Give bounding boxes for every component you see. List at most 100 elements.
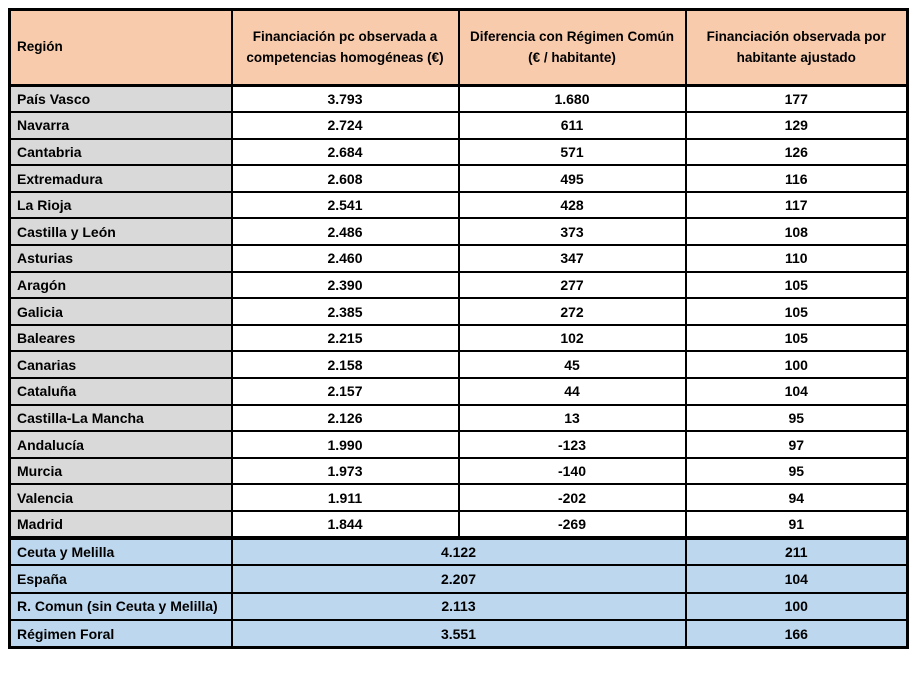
ajustado-value: 116 [684,164,909,193]
summary-label: Ceuta y Melilla [8,535,233,567]
region-label: Andalucía [8,430,233,459]
table-row: Navarra 2.724 611 129 [8,111,909,140]
diferencia-value: 13 [457,403,687,433]
financiacion-value: 2.158 [230,350,460,380]
summary-label: Régimen Foral [8,619,233,649]
summary-ajustado-value: 166 [684,619,909,649]
table-row: Valencia 1.911 -202 94 [8,483,909,512]
summary-label: R. Comun (sin Ceuta y Melilla) [8,591,233,622]
ajustado-value: 126 [684,137,909,167]
table-row: La Rioja 2.541 428 117 [8,190,909,220]
table-row: Galicia 2.385 272 105 [8,297,909,326]
region-label: La Rioja [8,190,233,220]
summary-ajustado-value: 104 [684,564,909,594]
ajustado-value: 117 [684,190,909,220]
diferencia-value: 428 [457,190,687,220]
ajustado-value: 95 [684,456,909,486]
diferencia-value: 102 [457,323,687,353]
diferencia-value: -123 [457,430,687,459]
diferencia-value: 272 [457,297,687,326]
ajustado-value: 100 [684,350,909,380]
summary-merged-value: 2.207 [230,564,687,594]
ajustado-value: 91 [684,510,909,539]
region-label: Cantabria [8,137,233,167]
table-container: Región Financiación pc observada a compe… [8,8,909,650]
diferencia-value: 277 [457,270,687,300]
ajustado-value: 129 [684,111,909,140]
table-row: Murcia 1.973 -140 95 [8,456,909,486]
ajustado-value: 104 [684,377,909,406]
ajustado-value: 105 [684,270,909,300]
summary-row: Ceuta y Melilla 4.122 211 [8,535,909,567]
region-label: Murcia [8,456,233,486]
table-row: Extremadura 2.608 495 116 [8,164,909,193]
financiacion-value: 1.911 [230,483,460,512]
header-row: Región Financiación pc observada a compe… [8,8,909,87]
region-label: Navarra [8,111,233,140]
diferencia-value: -269 [457,510,687,539]
diferencia-value: 44 [457,377,687,406]
data-table: Región Financiación pc observada a compe… [8,8,909,650]
summary-row: R. Comun (sin Ceuta y Melilla) 2.113 100 [8,591,909,622]
column-header-financiacion-ajustada: Financiación observada por habitante aju… [684,8,909,87]
diferencia-value: 611 [457,111,687,140]
summary-merged-value: 2.113 [230,591,687,622]
table-row: Canarias 2.158 45 100 [8,350,909,380]
financiacion-value: 2.215 [230,323,460,353]
summary-ajustado-value: 211 [684,535,909,567]
financiacion-value: 2.724 [230,111,460,140]
region-label: Castilla y León [8,217,233,247]
diferencia-value: 373 [457,217,687,247]
table-row: Madrid 1.844 -269 91 [8,510,909,539]
financiacion-value: 2.608 [230,164,460,193]
table-row: Cantabria 2.684 571 126 [8,137,909,167]
ajustado-value: 95 [684,403,909,433]
financiacion-value: 2.684 [230,137,460,167]
ajustado-value: 105 [684,297,909,326]
financiacion-value: 2.126 [230,403,460,433]
summary-ajustado-value: 100 [684,591,909,622]
region-label: Castilla-La Mancha [8,403,233,433]
region-label: País Vasco [8,84,233,114]
summary-merged-value: 3.551 [230,619,687,649]
ajustado-value: 110 [684,244,909,273]
ajustado-value: 105 [684,323,909,353]
column-header-region: Región [8,8,233,87]
table-row: País Vasco 3.793 1.680 177 [8,84,909,114]
table-row: Cataluña 2.157 44 104 [8,377,909,406]
diferencia-value: 571 [457,137,687,167]
table-row: Baleares 2.215 102 105 [8,323,909,353]
ajustado-value: 97 [684,430,909,459]
summary-section: Ceuta y Melilla 4.122 211 España 2.207 1… [8,535,909,649]
summary-row: Régimen Foral 3.551 166 [8,619,909,649]
diferencia-value: 45 [457,350,687,380]
summary-label: España [8,564,233,594]
summary-row: España 2.207 104 [8,564,909,594]
table-row: Aragón 2.390 277 105 [8,270,909,300]
ajustado-value: 108 [684,217,909,247]
table-body: País Vasco 3.793 1.680 177 Navarra 2.724… [8,84,909,539]
region-label: Galicia [8,297,233,326]
diferencia-value: -202 [457,483,687,512]
ajustado-value: 177 [684,84,909,114]
region-label: Cataluña [8,377,233,406]
table-row: Castilla-La Mancha 2.126 13 95 [8,403,909,433]
financiacion-value: 2.157 [230,377,460,406]
financiacion-value: 1.973 [230,456,460,486]
column-header-financiacion-pc: Financiación pc observada a competencias… [230,8,460,87]
diferencia-value: 1.680 [457,84,687,114]
financiacion-value: 1.990 [230,430,460,459]
column-header-diferencia-regimen-comun: Diferencia con Régimen Común (€ / habita… [457,8,687,87]
region-label: Asturias [8,244,233,273]
financiacion-value: 2.460 [230,244,460,273]
table-row: Castilla y León 2.486 373 108 [8,217,909,247]
financiacion-value: 2.486 [230,217,460,247]
region-label: Madrid [8,510,233,539]
table-header: Región Financiación pc observada a compe… [8,8,909,87]
region-label: Baleares [8,323,233,353]
financiacion-value: 1.844 [230,510,460,539]
region-label: Canarias [8,350,233,380]
diferencia-value: 347 [457,244,687,273]
financiacion-value: 2.541 [230,190,460,220]
financiacion-value: 2.390 [230,270,460,300]
